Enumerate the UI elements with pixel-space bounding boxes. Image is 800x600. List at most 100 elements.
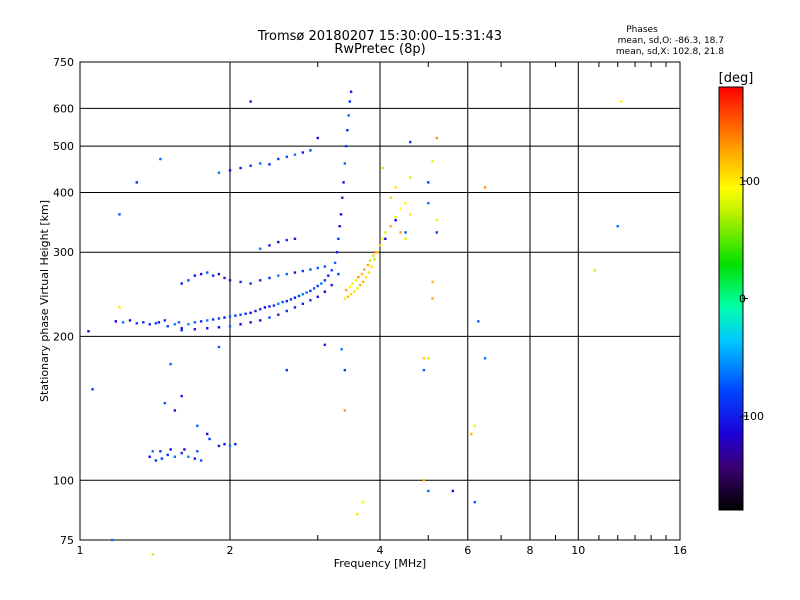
data-point bbox=[234, 314, 237, 317]
data-point bbox=[157, 321, 161, 324]
data-point bbox=[301, 151, 305, 154]
data-point bbox=[293, 306, 297, 309]
data-point bbox=[142, 321, 145, 324]
data-point bbox=[277, 274, 280, 277]
data-point bbox=[316, 136, 319, 140]
y-tick-label: 100 bbox=[53, 474, 74, 487]
data-point bbox=[431, 297, 434, 300]
data-point bbox=[249, 100, 252, 103]
data-point bbox=[409, 213, 412, 216]
data-point bbox=[268, 305, 271, 308]
data-point bbox=[309, 268, 312, 271]
data-point bbox=[293, 271, 297, 274]
data-point bbox=[259, 162, 262, 165]
data-point bbox=[234, 442, 237, 446]
data-point bbox=[309, 149, 312, 152]
data-point bbox=[148, 455, 151, 458]
data-point bbox=[228, 315, 232, 318]
data-point bbox=[249, 311, 252, 315]
colorbar-ticks: 100 0 -100 bbox=[739, 175, 764, 423]
data-point bbox=[277, 240, 280, 244]
data-point bbox=[341, 196, 344, 199]
data-point bbox=[259, 279, 262, 282]
data-point bbox=[349, 90, 353, 93]
data-point bbox=[384, 237, 387, 241]
data-point bbox=[180, 394, 183, 398]
x-tick-label: 1 bbox=[77, 544, 84, 557]
data-point bbox=[312, 287, 316, 290]
data-point bbox=[305, 291, 308, 294]
data-point bbox=[451, 489, 455, 493]
data-point bbox=[327, 274, 330, 277]
data-point bbox=[343, 409, 347, 412]
data-point bbox=[338, 225, 341, 228]
data-point bbox=[431, 160, 434, 163]
data-point bbox=[163, 401, 167, 405]
data-point bbox=[128, 319, 132, 322]
data-point bbox=[355, 512, 359, 516]
data-point bbox=[193, 274, 197, 277]
data-point bbox=[473, 500, 477, 504]
data-point bbox=[228, 279, 232, 282]
data-point bbox=[394, 219, 397, 222]
data-point bbox=[239, 166, 242, 170]
data-point bbox=[205, 432, 209, 436]
data-point bbox=[211, 318, 215, 321]
x-tick-label: 16 bbox=[673, 544, 687, 557]
data-point bbox=[268, 276, 271, 280]
data-point bbox=[293, 237, 297, 241]
y-tick-label: 500 bbox=[53, 140, 74, 153]
data-point bbox=[148, 323, 151, 326]
data-point bbox=[285, 155, 288, 159]
data-point bbox=[477, 320, 480, 323]
data-point bbox=[427, 357, 430, 360]
data-point bbox=[249, 164, 252, 167]
data-point bbox=[272, 304, 276, 307]
y-tick-label: 400 bbox=[53, 186, 74, 199]
chart-title: Tromsø 20180207 15:30:00–15:31:43 bbox=[257, 29, 502, 44]
data-point bbox=[254, 309, 257, 313]
data-point bbox=[228, 444, 232, 448]
data-point bbox=[316, 295, 319, 299]
y-tick-label: 750 bbox=[53, 56, 74, 69]
data-point bbox=[285, 238, 288, 242]
data-point bbox=[427, 489, 430, 493]
data-point bbox=[118, 213, 121, 216]
data-point bbox=[374, 251, 377, 254]
data-point bbox=[297, 294, 301, 298]
grid-lines bbox=[80, 62, 680, 540]
data-point bbox=[343, 162, 347, 165]
data-point bbox=[352, 290, 356, 293]
data-point bbox=[285, 309, 288, 313]
y-tick-label: 75 bbox=[60, 534, 74, 547]
data-point bbox=[342, 181, 345, 184]
data-point bbox=[394, 186, 397, 189]
data-point bbox=[394, 216, 397, 219]
data-point bbox=[316, 266, 319, 270]
data-point bbox=[431, 280, 434, 284]
data-point bbox=[173, 455, 177, 458]
data-point bbox=[435, 219, 438, 222]
data-point bbox=[348, 100, 352, 103]
data-point bbox=[160, 457, 164, 460]
data-point bbox=[110, 538, 114, 542]
data-point bbox=[223, 276, 226, 280]
data-point bbox=[208, 437, 211, 441]
data-point bbox=[180, 451, 183, 455]
data-point bbox=[346, 295, 350, 299]
data-point bbox=[211, 274, 215, 277]
data-point bbox=[166, 453, 169, 457]
data-point bbox=[217, 345, 221, 349]
data-point bbox=[259, 319, 262, 322]
data-point bbox=[259, 307, 262, 311]
data-point bbox=[389, 225, 392, 228]
data-point bbox=[217, 272, 221, 276]
data-point bbox=[196, 450, 199, 453]
data-point bbox=[177, 321, 181, 324]
data-point bbox=[323, 279, 327, 282]
data-point bbox=[217, 171, 221, 174]
data-point bbox=[268, 244, 271, 247]
data-point bbox=[249, 282, 252, 285]
x-tick-label: 8 bbox=[527, 544, 534, 557]
